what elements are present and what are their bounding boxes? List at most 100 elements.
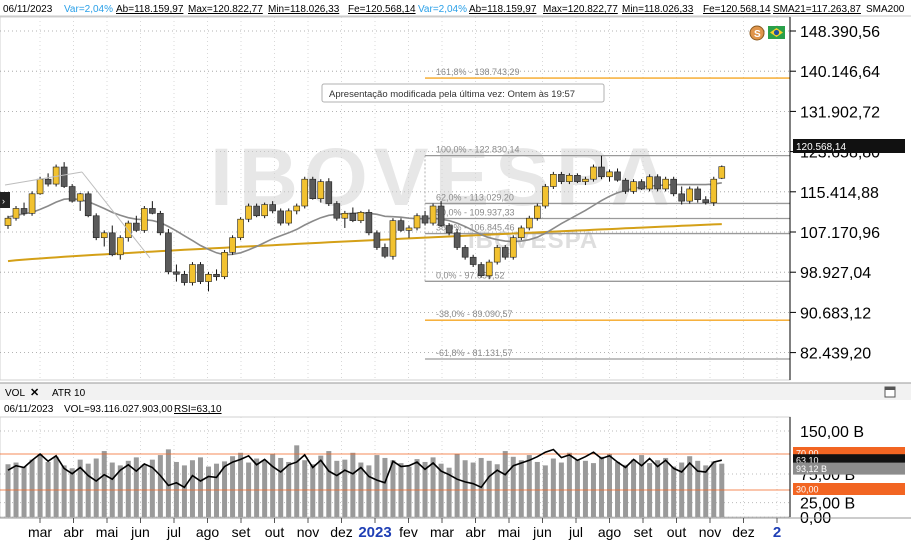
candle-body <box>389 220 397 257</box>
volume-bar <box>238 452 244 517</box>
sma21-path <box>7 182 722 256</box>
time-axis[interactable]: mar abr mai jun jul ago set out nov dez 2023 fev mar… <box>28 518 781 541</box>
header-close: Fe=120.568,14 <box>348 4 416 15</box>
candle-body <box>485 261 493 277</box>
volume-bar <box>366 465 372 517</box>
volume-bar <box>181 465 187 517</box>
volume-bar <box>37 453 43 517</box>
candle-body <box>333 203 341 219</box>
candle-body <box>237 218 244 239</box>
price-label: 82.439,20 <box>800 346 871 363</box>
candle-body <box>718 166 726 179</box>
trend-line-segment[interactable] <box>81 171 151 259</box>
candle-body <box>566 174 573 182</box>
fib-level-label: 100,0% - 122.830,14 <box>436 145 520 155</box>
volume-bar <box>61 465 67 517</box>
volume-bar <box>534 461 540 517</box>
trend-line-segment[interactable] <box>4 171 83 186</box>
candle-body <box>277 210 284 224</box>
expand-panel-button[interactable] <box>0 192 10 208</box>
trend-line[interactable] <box>4 171 151 259</box>
candle-body <box>205 273 212 282</box>
candle-body <box>92 215 100 239</box>
candle-body <box>493 247 501 263</box>
candle-body <box>710 178 718 203</box>
volume-bar <box>446 467 452 517</box>
time-axis-label: set <box>634 524 653 540</box>
candle-body <box>461 247 469 258</box>
volume-bar <box>157 455 163 517</box>
candle-body <box>678 193 685 202</box>
volume-bar <box>189 460 195 517</box>
candle-body <box>229 237 236 253</box>
volume-bar <box>294 445 300 517</box>
volume-bar <box>149 459 155 517</box>
candle-body <box>165 232 172 273</box>
time-axis-label: dez <box>330 524 353 540</box>
fib-level-label: 38,0% - 106.845,46 <box>436 223 515 233</box>
indicator-badge-text: 30,00 <box>796 485 819 495</box>
volume-bar <box>101 451 107 517</box>
price-label: 131.902,72 <box>800 104 880 121</box>
time-axis-label: jun <box>130 524 150 540</box>
time-axis-label: nov <box>699 524 722 540</box>
volume-grid <box>0 417 790 518</box>
volume-bar <box>222 461 228 517</box>
candle-body <box>558 174 565 182</box>
time-axis-label: jul <box>166 524 181 540</box>
volume-axis-label: 25,00 B <box>800 496 855 513</box>
header-open-2: Ab=118.159,97 <box>469 4 537 15</box>
candle-body <box>253 205 260 217</box>
tab-vol[interactable]: VOL <box>5 388 25 399</box>
candle-body <box>670 178 677 195</box>
volume-bar <box>173 461 179 517</box>
price-axis[interactable]: 148.390,56140.146,64131.902,72123.658,80… <box>789 17 880 380</box>
tab-atr[interactable]: ATR 10 <box>52 388 86 399</box>
candle-body <box>397 220 405 231</box>
candle-body <box>245 205 252 220</box>
axis-icons[interactable]: S <box>749 25 785 41</box>
indicator-badge-text: 93,12 B <box>796 464 827 474</box>
dollar-coin-icon[interactable] <box>749 25 765 41</box>
maximize-panel-bar <box>885 387 895 390</box>
time-axis-label: abr <box>63 524 84 540</box>
candle-body <box>437 205 445 226</box>
candle-body <box>686 188 694 202</box>
candle-body <box>501 247 509 258</box>
volume-bar <box>21 466 27 517</box>
volume-bar <box>510 456 516 517</box>
close-icon[interactable]: ✕ <box>30 387 39 399</box>
candle-body <box>453 232 461 248</box>
time-axis-label: out <box>265 524 285 540</box>
last-price-text: 120.568,14 <box>796 142 846 153</box>
candle-body <box>317 181 325 199</box>
volume-bar <box>703 465 709 517</box>
candle-body <box>68 186 76 202</box>
candle-body <box>574 174 581 182</box>
candle-body <box>694 188 702 200</box>
volume-bar <box>623 464 629 517</box>
volume-bar <box>695 460 701 517</box>
fibonacci-levels[interactable]: 161,8% - 138.743,29 100,0% - 122.830,14 62… <box>424 67 790 360</box>
candle-body <box>477 264 485 277</box>
candle-body <box>429 205 437 224</box>
candle-body <box>157 213 164 234</box>
time-axis-label: out <box>667 524 687 540</box>
header-date: 06/11/2023 <box>3 4 53 15</box>
candle-body <box>12 208 20 219</box>
candle-body <box>662 178 669 190</box>
candle-body <box>301 178 309 207</box>
time-axis-label: mar <box>430 524 454 540</box>
tooltip: Apresentação modificada pela última vez:… <box>321 83 605 103</box>
header-sma21: SMA21=117.263,87 <box>773 4 861 15</box>
indicator-badge <box>793 483 905 495</box>
sma21-line <box>7 182 722 256</box>
candle-body <box>28 193 36 214</box>
candle-body <box>181 273 188 283</box>
lower-info-volume: VOL=93.116.027.903,00 <box>64 404 173 415</box>
candle-body <box>469 256 477 265</box>
candle-body <box>349 213 357 221</box>
volume-bar <box>687 456 693 517</box>
